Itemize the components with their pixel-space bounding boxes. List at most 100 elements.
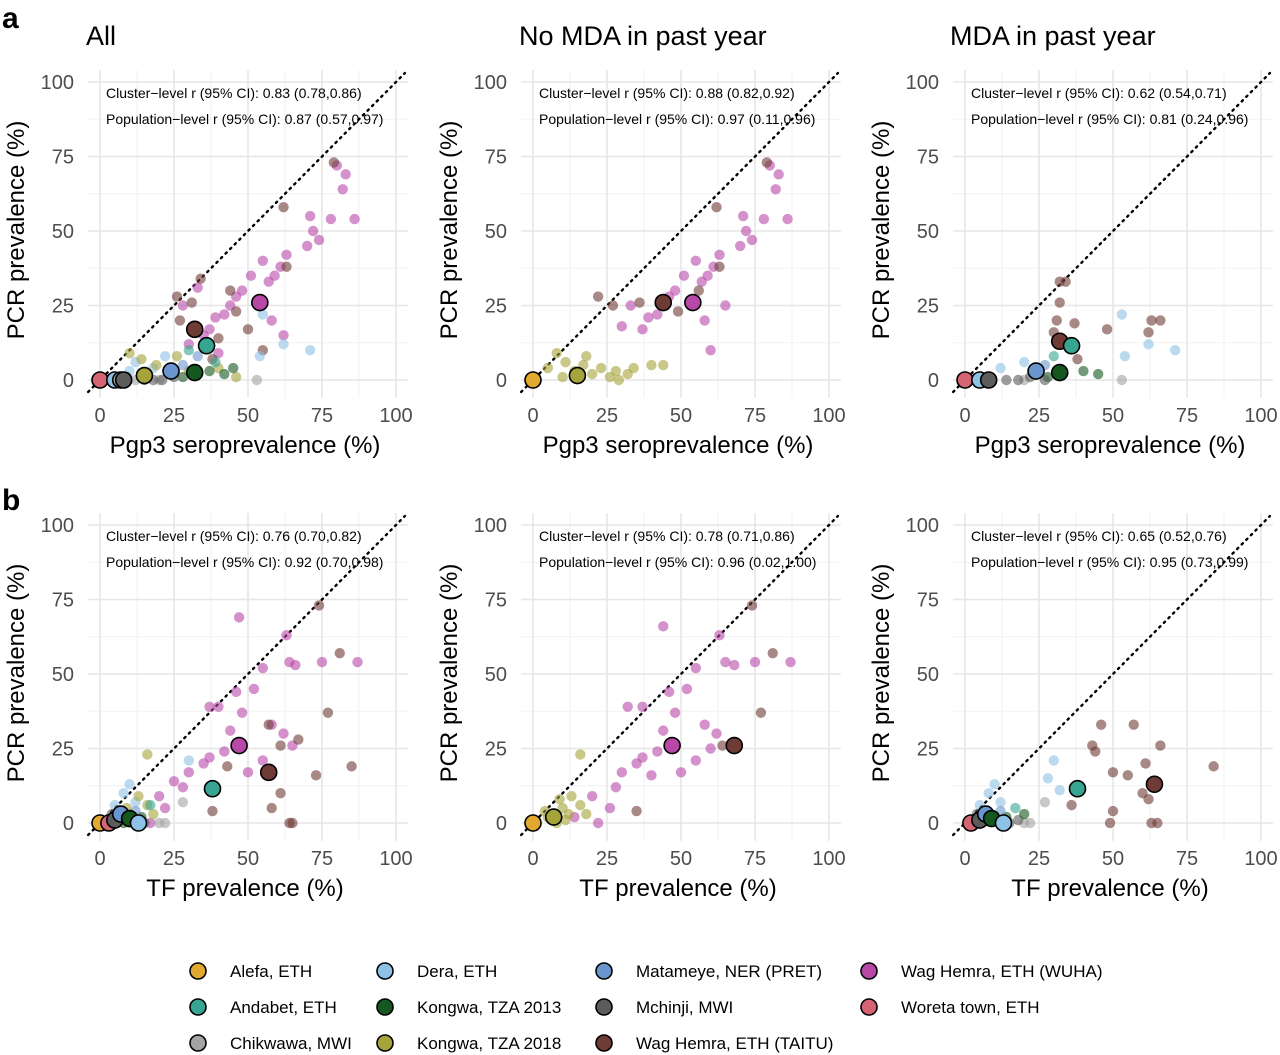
cluster-point-wuha [266, 315, 277, 326]
x-tick-label: 100 [812, 848, 845, 870]
cluster-point-wuha [257, 755, 268, 766]
x-axis-label: TF prevalence (%) [1011, 875, 1208, 902]
cluster-point-taitu [1095, 719, 1107, 730]
x-tick-label: 75 [1176, 405, 1198, 427]
cluster-point-taitu [717, 740, 728, 751]
x-tick-label: 0 [94, 848, 105, 870]
y-tick-label: 75 [485, 147, 507, 169]
cluster-point-taitu [334, 647, 345, 659]
cluster-point-kongwa13 [204, 365, 215, 377]
cluster-point-wuha [782, 213, 793, 225]
cluster-point-taitu [313, 600, 325, 611]
legend-swatch-matameye [595, 962, 613, 980]
cluster-point-wuha [230, 686, 242, 698]
annotation-cluster-r: Cluster−level r (95% CI): 0.88 (0.82,0.9… [539, 85, 795, 101]
cluster-point-taitu [746, 600, 758, 611]
cluster-point-wuha [242, 767, 254, 778]
cluster-point-dera [1169, 345, 1181, 356]
legend-swatch-kongwa18 [376, 1034, 394, 1052]
cluster-point-wuha [290, 659, 301, 671]
cluster-point-dera [1018, 356, 1030, 368]
cluster-point-wuha [714, 249, 725, 261]
scatter-panel-a-2: 00 25 25 50 50 75 75 100 100 Pgp3 seroprevalence … [436, 70, 846, 459]
cluster-point-wuha [168, 776, 180, 787]
x-tick-label: 0 [959, 405, 970, 427]
population-point-wuha [684, 293, 702, 312]
cluster-point-wuha [681, 683, 693, 695]
cluster-point-wuha [720, 300, 731, 311]
cluster-point-wuha [337, 184, 348, 195]
cluster-point-kongwa18 [148, 808, 159, 820]
cluster-point-kongwa18 [628, 362, 639, 374]
population-point-alefa [524, 814, 542, 832]
cluster-point-taitu [672, 306, 684, 317]
y-tick-label: 100 [474, 515, 507, 537]
population-point-kongwa13 [1050, 363, 1069, 382]
annotation-cluster-r: Cluster−level r (95% CI): 0.78 (0.71,0.8… [539, 528, 795, 544]
cluster-point-chikwawa [1116, 374, 1128, 386]
y-tick-label: 0 [496, 370, 507, 392]
y-tick-label: 0 [63, 813, 74, 835]
legend-swatch-kongwa13 [376, 998, 394, 1016]
scatter-panel-a-1: 00 25 25 50 50 75 75 100 100 Pgp3 seroprevalence … [3, 70, 413, 459]
cluster-point-taitu [1143, 793, 1154, 805]
cluster-point-wuha [690, 755, 701, 766]
x-tick-label: 0 [94, 405, 105, 427]
cluster-point-chikwawa [177, 796, 189, 808]
cluster-point-taitu [186, 297, 197, 308]
cluster-point-kongwa13 [219, 368, 230, 380]
legend: Alefa, ETH Andabet, ETH Chikwawa, MWI Dera,… [189, 962, 1103, 1053]
y-tick-label: 25 [485, 739, 507, 761]
y-tick-label: 25 [917, 296, 939, 318]
x-tick-label: 0 [527, 848, 538, 870]
x-tick-label: 75 [744, 848, 766, 870]
y-tick-label: 25 [917, 739, 939, 761]
cluster-point-andabet [145, 799, 156, 811]
legend-swatch-dera [376, 962, 394, 980]
cluster-point-kongwa18 [551, 347, 562, 359]
cluster-point-wuha [643, 312, 654, 323]
cluster-point-taitu [592, 291, 604, 302]
cluster-point-wuha [746, 234, 758, 246]
cluster-point-dera [159, 350, 171, 362]
cluster-point-taitu [1152, 817, 1163, 829]
cluster-point-dera [1042, 773, 1054, 784]
x-tick-label: 100 [379, 848, 412, 870]
legend-label-woreta: Woreta town, ETH [901, 998, 1040, 1017]
cluster-point-dera [278, 339, 289, 350]
cluster-point-wuha [758, 213, 770, 225]
cluster-point-dera [304, 345, 316, 356]
cluster-point-dera [124, 779, 135, 790]
x-tick-label: 0 [527, 405, 538, 427]
cluster-point-wuha [210, 312, 221, 323]
population-point-woreta [91, 371, 109, 389]
cluster-point-wuha [257, 255, 268, 266]
legend-label-chikwawa: Chikwawa, MWI [230, 1034, 352, 1053]
cluster-point-kongwa18 [563, 808, 574, 820]
cluster-point-taitu [222, 761, 233, 772]
y-tick-label: 0 [928, 370, 939, 392]
cluster-point-wuha [669, 707, 681, 718]
x-tick-label: 75 [744, 405, 766, 427]
annotation-cluster-r: Cluster−level r (95% CI): 0.83 (0.78,0.8… [106, 85, 362, 101]
cluster-point-wuha [705, 345, 716, 356]
legend-swatch-alefa [189, 962, 207, 980]
cluster-point-wuha [699, 719, 710, 730]
cluster-point-dera [1143, 339, 1154, 350]
population-point-matameye [162, 362, 180, 380]
panel-title-all: All [86, 21, 116, 51]
cluster-point-mchinji [1001, 374, 1012, 386]
cluster-point-kongwa18 [575, 799, 586, 811]
cluster-point-wuha [159, 802, 171, 814]
cluster-point-taitu [1107, 767, 1119, 778]
cluster-point-taitu [1069, 318, 1080, 329]
y-axis-label: PCR prevalence (%) [436, 564, 463, 783]
population-point-taitu [185, 320, 204, 339]
y-tick-label: 75 [917, 147, 939, 169]
cluster-point-kongwa18 [136, 353, 147, 365]
cluster-point-kongwa18 [230, 371, 242, 383]
cluster-point-wuha [154, 790, 165, 802]
annotation-cluster-r: Cluster−level r (95% CI): 0.65 (0.52,0.7… [971, 528, 1227, 544]
cluster-point-wuha [705, 743, 716, 754]
cluster-point-wuha [690, 662, 701, 674]
